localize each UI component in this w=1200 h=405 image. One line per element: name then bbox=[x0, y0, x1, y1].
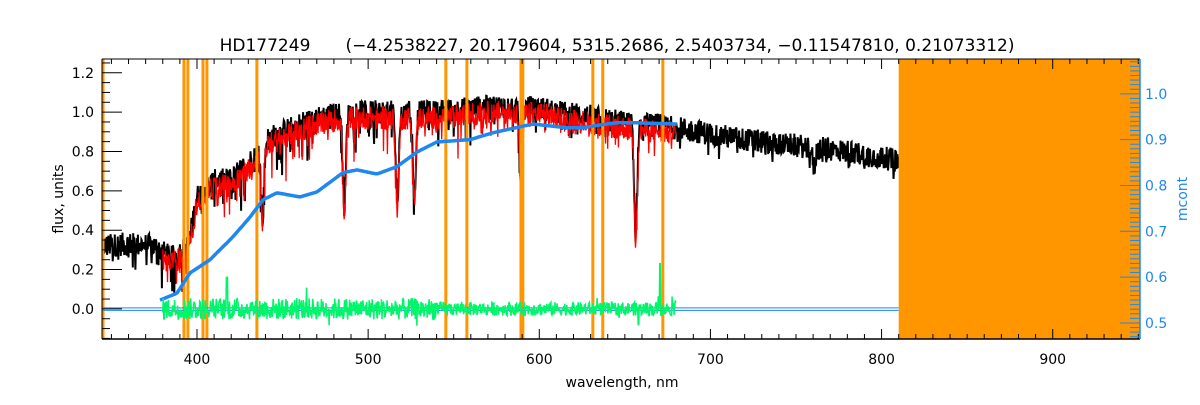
y-tick-label: 0.0 bbox=[72, 302, 94, 318]
y2-axis-label: mcont bbox=[1175, 176, 1191, 221]
y-tick-label: 0.4 bbox=[72, 223, 94, 239]
y-tick-label: 0.8 bbox=[72, 144, 94, 160]
x-tick-label: 900 bbox=[1039, 352, 1066, 368]
y-tick-label: 0.6 bbox=[72, 184, 94, 200]
observed-spectrum-line bbox=[102, 94, 900, 297]
x-tick-label: 600 bbox=[526, 352, 553, 368]
masked-band bbox=[898, 59, 1140, 339]
x-axis-label: wavelength, nm bbox=[566, 375, 679, 391]
y2-tick-label: 1.0 bbox=[1145, 87, 1167, 103]
x-tick-label: 700 bbox=[697, 352, 724, 368]
axes: 400 500 600 700 800 900 0.0 0.2 0.4 0.6 0.8 1.0 1.2 0… bbox=[72, 58, 1167, 368]
y-tick-label: 1.2 bbox=[72, 66, 94, 82]
y2-tick-label: 0.9 bbox=[1145, 133, 1167, 149]
mcont-line bbox=[159, 120, 678, 302]
x-tick-label: 800 bbox=[868, 352, 895, 368]
y-tick-label: 0.2 bbox=[72, 263, 94, 279]
residual-line bbox=[162, 262, 677, 326]
chart-subtitle: (−4.2538227, 20.179604, 5315.2686, 2.540… bbox=[345, 36, 1014, 56]
y2-tick-label: 0.7 bbox=[1145, 224, 1167, 240]
y2-tick-label: 0.6 bbox=[1145, 270, 1167, 286]
chart-title: HD177249 bbox=[220, 36, 311, 56]
series-group bbox=[102, 59, 1140, 339]
x-tick-label: 500 bbox=[355, 352, 382, 368]
y2-tick-label: 0.5 bbox=[1145, 316, 1167, 332]
y2-tick-label: 0.8 bbox=[1145, 178, 1167, 194]
y-tick-label: 1.0 bbox=[72, 105, 94, 121]
y-axis-label: flux, units bbox=[51, 164, 67, 233]
x-tick-label: 400 bbox=[184, 352, 211, 368]
model-spectrum-line bbox=[162, 101, 677, 291]
plot-area bbox=[102, 59, 1140, 339]
